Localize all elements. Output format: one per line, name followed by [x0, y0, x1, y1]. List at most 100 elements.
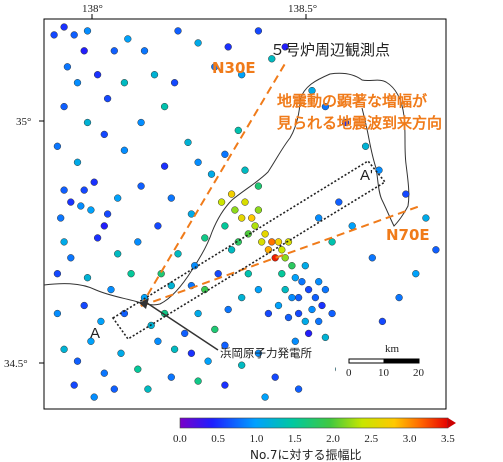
station-point	[361, 142, 370, 150]
n70e-line	[140, 205, 421, 307]
station-point	[100, 222, 108, 230]
station-point	[341, 118, 350, 127]
station-point	[278, 246, 286, 254]
station-point	[207, 170, 216, 178]
station-point	[60, 345, 68, 353]
station-point	[160, 162, 169, 170]
station-points	[50, 23, 440, 401]
station-point	[315, 214, 323, 222]
station-point	[224, 43, 232, 51]
axis-ticks	[39, 14, 307, 364]
lon-tick-138: 138°	[82, 3, 103, 15]
colorbar-tick-label: 0.5	[211, 433, 225, 445]
station-point	[73, 158, 82, 166]
station-point	[227, 190, 236, 198]
n30e-label: N30E	[212, 59, 256, 77]
station-point	[93, 71, 102, 79]
station-point	[110, 385, 118, 393]
station-point	[167, 373, 175, 381]
station-point	[244, 270, 252, 278]
colorbar-tick-label: 2.5	[364, 433, 378, 445]
station-point	[160, 102, 169, 111]
station-point	[301, 317, 309, 326]
station-point	[80, 47, 88, 55]
plant-label: 浜岡原子力発電所	[220, 346, 312, 360]
station-point	[278, 270, 286, 278]
station-point	[174, 250, 182, 258]
station-point	[174, 27, 182, 35]
station-point	[50, 31, 58, 39]
station-point	[258, 238, 266, 246]
station-point	[134, 365, 142, 373]
colorbar-tick-label: 2.0	[326, 433, 340, 445]
lat-tick-34-5: 34.5°	[4, 358, 28, 370]
station-point	[83, 274, 92, 282]
station-point	[288, 262, 296, 270]
station-point	[73, 79, 82, 87]
station-point	[80, 301, 88, 310]
station-point	[77, 202, 85, 210]
station-point	[83, 27, 92, 35]
section-label-a-prime: A'	[360, 167, 373, 184]
station-point	[281, 43, 289, 51]
station-point	[167, 194, 175, 202]
station-point	[328, 309, 336, 318]
station-point	[301, 262, 309, 270]
station-point	[268, 238, 276, 246]
station-point	[281, 285, 289, 294]
lon-tick-138-5: 138.5°	[288, 3, 317, 15]
station-point	[315, 317, 323, 326]
station-point	[274, 238, 283, 246]
station-point	[318, 301, 326, 310]
station-point	[224, 305, 232, 314]
station-point	[308, 86, 316, 95]
station-point	[221, 341, 229, 349]
station-point	[181, 329, 189, 338]
station-point	[120, 79, 129, 87]
station-point	[221, 222, 229, 230]
station-point	[90, 393, 98, 401]
arrival-direction-line1: 地震動の顕著な増幅が	[277, 92, 428, 110]
station-point	[170, 79, 179, 87]
station-point	[291, 274, 299, 282]
map-title: ５号炉周辺観測点	[270, 41, 390, 59]
station-point	[261, 230, 269, 238]
station-point	[251, 222, 259, 230]
station-point	[194, 377, 202, 385]
station-point	[80, 186, 88, 194]
coastline	[43, 72, 410, 306]
station-point	[268, 55, 276, 63]
station-point	[432, 246, 440, 254]
station-point	[100, 130, 108, 139]
colorbar-gradient	[179, 417, 449, 429]
station-point	[70, 31, 78, 39]
station-point	[83, 118, 92, 127]
plant-leader	[146, 302, 219, 351]
station-point	[103, 210, 112, 218]
station-point	[261, 393, 269, 401]
station-point	[150, 71, 159, 79]
station-point	[60, 23, 68, 31]
station-point	[60, 186, 68, 194]
colorbar-tick-label: 0.0	[173, 433, 187, 445]
station-point	[140, 47, 149, 55]
station-point	[254, 349, 263, 357]
station-point	[194, 158, 202, 166]
station-point	[221, 150, 229, 158]
station-point	[254, 27, 263, 35]
station-point	[211, 325, 219, 334]
station-point	[254, 285, 263, 294]
plant-marker	[139, 298, 149, 309]
station-point	[328, 238, 336, 246]
station-point	[304, 329, 313, 338]
station-point	[238, 293, 246, 302]
section-box	[111, 159, 387, 341]
station-point	[422, 214, 430, 222]
station-point	[315, 278, 323, 286]
station-point	[254, 206, 263, 214]
station-point	[288, 293, 296, 302]
station-point	[120, 146, 129, 154]
station-point	[298, 278, 306, 286]
scale-tick-0: 0	[346, 367, 352, 379]
